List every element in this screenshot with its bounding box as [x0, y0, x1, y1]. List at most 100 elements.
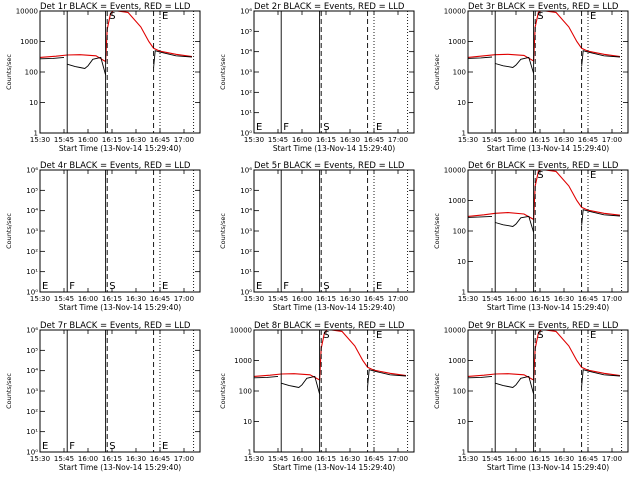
panel-det-2: Det 2r BLACK = Events, RED = LLD Counts/s…: [219, 2, 415, 153]
y-tick-label: 1000: [448, 197, 466, 205]
marker-label: E: [256, 122, 262, 133]
x-tick-label: 16:30: [126, 455, 146, 463]
plot-frame: [467, 10, 629, 134]
x-axis-label: Start Time (13-Nov-14 15:29:40): [59, 144, 181, 153]
marker-label: E: [590, 11, 596, 22]
y-axis-label: Counts/sec: [433, 54, 441, 90]
panel-title: Det 3r BLACK = Events, RED = LLD: [468, 2, 619, 12]
x-tick-label: 15:45: [268, 295, 288, 303]
y-tick-label: 10000: [16, 8, 38, 16]
x-axis-label: Start Time (13-Nov-14 15:29:40): [487, 144, 609, 153]
events-series-line: [367, 369, 407, 387]
x-axis-label: Start Time (13-Nov-14 15:29:40): [273, 144, 395, 153]
marker-label: E: [256, 281, 262, 292]
y-tick-label: 10⁰: [26, 449, 38, 457]
plot-frame: [467, 169, 629, 293]
marker-label: S: [323, 122, 329, 133]
y-axis-label: Counts/sec: [219, 373, 227, 409]
x-axis-label: Start Time (13-Nov-14 15:29:40): [487, 303, 609, 312]
marker-label: E: [42, 441, 48, 452]
x-tick-label: 15:45: [54, 455, 74, 463]
y-tick-label: 10¹: [26, 268, 38, 276]
y-tick-label: 1: [462, 449, 466, 457]
x-tick-label: 16:30: [554, 295, 574, 303]
y-tick-label: 10²: [240, 248, 252, 256]
panel-det-8: Det 8r BLACK = Events, RED = LLD Counts/s…: [219, 321, 415, 472]
x-tick-label: 17:00: [388, 295, 408, 303]
x-tick-label: 16:15: [316, 136, 336, 144]
x-axis-label: Start Time (13-Nov-14 15:29:40): [273, 463, 395, 472]
y-tick-label: 10⁰: [240, 130, 252, 138]
y-tick-label: 1: [34, 130, 38, 138]
marker-label: S: [537, 330, 543, 341]
y-tick-label: 10⁵: [26, 347, 38, 355]
x-tick-label: 16:15: [530, 136, 550, 144]
y-axis-label: Counts/sec: [5, 373, 13, 409]
x-tick-label: 16:00: [292, 295, 312, 303]
y-axis-label: Counts/sec: [433, 373, 441, 409]
events-series-line: [254, 375, 279, 379]
y-tick-label: 10000: [444, 327, 466, 335]
y-tick-label: 10⁴: [240, 48, 252, 56]
marker-label: S: [109, 11, 115, 22]
x-tick-label: 15:45: [482, 455, 502, 463]
events-series-line: [495, 215, 535, 233]
plot-area: [254, 330, 407, 395]
y-tick-label: 100: [453, 69, 466, 77]
panel-det-1: Det 1r BLACK = Events, RED = LLD Counts/s…: [5, 2, 201, 153]
panel-det-6: Det 6r BLACK = Events, RED = LLD Counts/s…: [433, 161, 629, 312]
panel-title: Det 7r BLACK = Events, RED = LLD: [40, 321, 191, 331]
x-tick-label: 15:45: [268, 455, 288, 463]
events-series-line: [495, 375, 535, 395]
y-tick-label: 100: [25, 69, 38, 77]
events-series-line: [581, 50, 621, 67]
x-axis-label: Start Time (13-Nov-14 15:29:40): [59, 303, 181, 312]
x-tick-label: 15:30: [244, 136, 264, 144]
marker-label: F: [69, 281, 75, 292]
y-tick-label: 10⁶: [26, 327, 38, 335]
y-tick-label: 100: [239, 388, 252, 396]
x-tick-label: 15:45: [482, 136, 502, 144]
marker-label: E: [162, 281, 168, 292]
x-tick-label: 15:30: [458, 295, 478, 303]
x-tick-label: 16:30: [126, 136, 146, 144]
x-tick-label: 17:00: [174, 455, 194, 463]
panel-det-5: Det 5r BLACK = Events, RED = LLD Counts/s…: [219, 161, 415, 312]
y-tick-label: 10²: [26, 248, 38, 256]
x-tick-label: 16:45: [364, 136, 384, 144]
x-tick-label: 15:45: [268, 136, 288, 144]
x-tick-label: 16:30: [340, 455, 360, 463]
marker-label: S: [323, 330, 329, 341]
plot-area: [40, 11, 193, 76]
x-tick-label: 15:30: [244, 295, 264, 303]
y-tick-label: 10⁰: [240, 289, 252, 297]
y-axis-label: Counts/sec: [433, 213, 441, 249]
y-tick-label: 100: [453, 388, 466, 396]
y-axis-label: Counts/sec: [219, 54, 227, 90]
marker-label: E: [590, 170, 596, 181]
panel-det-4: Det 4r BLACK = Events, RED = LLD Counts/s…: [5, 161, 201, 312]
x-tick-label: 16:30: [554, 136, 574, 144]
plot-frame: [39, 329, 201, 453]
x-tick-label: 16:15: [102, 295, 122, 303]
x-tick-label: 15:30: [30, 136, 50, 144]
y-tick-label: 10⁰: [26, 289, 38, 297]
events-series-line: [153, 50, 193, 68]
x-tick-label: 16:45: [578, 295, 598, 303]
y-tick-label: 10: [457, 99, 466, 107]
y-tick-label: 1000: [20, 38, 38, 46]
events-series-line: [468, 215, 493, 218]
x-tick-label: 16:45: [150, 455, 170, 463]
y-tick-label: 10: [29, 99, 38, 107]
events-series-line: [468, 56, 493, 59]
x-tick-label: 16:45: [150, 136, 170, 144]
marker-label: E: [162, 11, 168, 22]
x-tick-label: 16:00: [78, 295, 98, 303]
x-tick-label: 16:15: [102, 455, 122, 463]
x-tick-label: 17:00: [602, 136, 622, 144]
x-tick-label: 16:30: [340, 295, 360, 303]
panel-title: Det 9r BLACK = Events, RED = LLD: [468, 321, 619, 331]
x-tick-label: 16:30: [340, 136, 360, 144]
y-tick-label: 1: [462, 130, 466, 138]
x-tick-label: 15:30: [458, 455, 478, 463]
